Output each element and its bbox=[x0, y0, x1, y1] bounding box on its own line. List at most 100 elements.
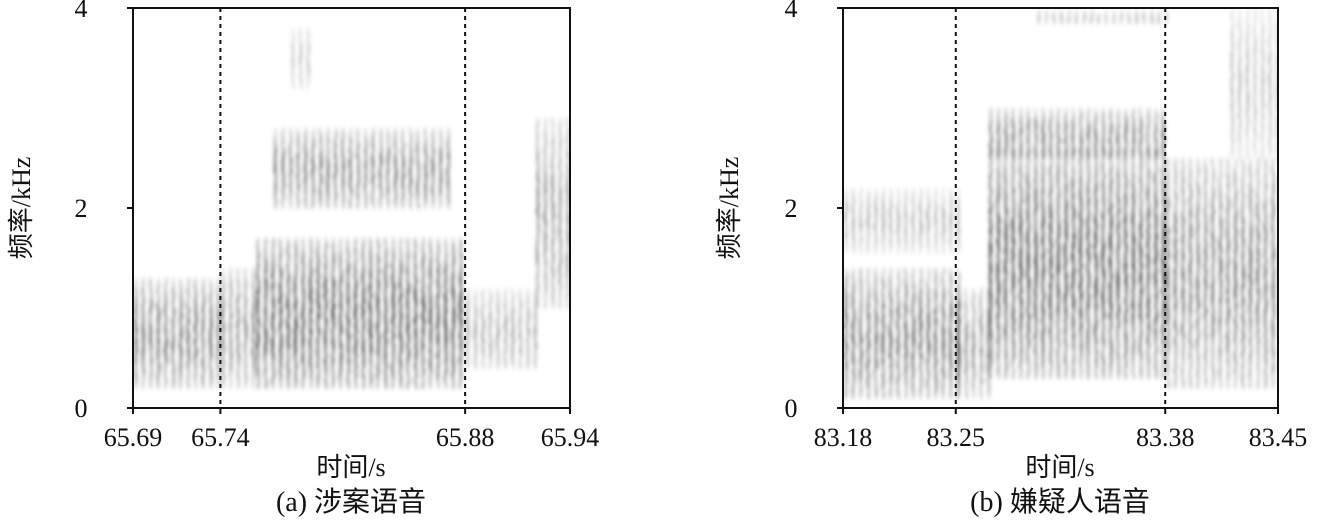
spectrogram-cell bbox=[1078, 108, 1083, 114]
spectrogram-cell bbox=[338, 318, 343, 324]
spectrogram-cell bbox=[1196, 358, 1201, 364]
spectrogram-cell bbox=[384, 383, 389, 389]
spectrogram-cell bbox=[956, 388, 961, 394]
spectrogram-cell bbox=[324, 318, 329, 324]
spectrogram-cell bbox=[526, 318, 531, 324]
spectrogram-cell bbox=[971, 358, 976, 364]
spectrogram-cell bbox=[1196, 298, 1201, 304]
spectrogram-cell bbox=[542, 158, 547, 164]
spectrogram-cell bbox=[1018, 108, 1023, 114]
spectrogram-cell bbox=[1211, 313, 1216, 319]
spectrogram-cell bbox=[156, 323, 161, 329]
spectrogram-cell bbox=[1086, 163, 1091, 169]
spectrogram-cell bbox=[1101, 223, 1106, 229]
spectrogram-cell bbox=[525, 338, 530, 344]
spectrogram-cell bbox=[1240, 208, 1245, 214]
spectrogram-cell bbox=[496, 328, 501, 334]
spectrogram-cell bbox=[1240, 328, 1245, 334]
spectrogram-cell bbox=[988, 208, 993, 214]
spectrogram-cell bbox=[1138, 173, 1143, 179]
spectrogram-cell bbox=[1138, 313, 1143, 319]
spectrogram-cell bbox=[1255, 313, 1260, 319]
spectrogram-cell bbox=[1056, 193, 1061, 199]
spectrogram-cell bbox=[504, 343, 509, 349]
spectrogram-cell bbox=[858, 383, 863, 389]
spectrogram-cell bbox=[1063, 193, 1068, 199]
spectrogram-cell bbox=[996, 343, 1001, 349]
spectrogram-cell bbox=[873, 198, 878, 204]
spectrogram-cell bbox=[1078, 148, 1083, 154]
spectrogram-cell bbox=[1278, 308, 1282, 314]
spectrogram-cell bbox=[1100, 213, 1105, 219]
spectrogram-cell bbox=[1173, 208, 1178, 214]
spectrogram-cell bbox=[201, 283, 206, 289]
spectrogram-cell bbox=[1059, 8, 1064, 14]
spectrogram-cell bbox=[1232, 258, 1237, 264]
spectrogram-cell bbox=[1161, 353, 1166, 359]
spectrogram-cell bbox=[1036, 8, 1041, 14]
spectrogram-cell bbox=[1264, 363, 1269, 369]
spectrogram-cell bbox=[926, 288, 931, 294]
spectrogram-cell bbox=[289, 133, 294, 139]
spectrogram-cell bbox=[933, 373, 938, 379]
spectrogram-cell bbox=[279, 318, 284, 324]
spectrogram-cell bbox=[535, 303, 540, 309]
spectrogram-cell bbox=[1230, 148, 1235, 154]
spectrogram-cell bbox=[406, 353, 411, 359]
spectrogram-cell bbox=[1116, 188, 1121, 194]
spectrogram-cell bbox=[1218, 268, 1223, 274]
spectrogram-cell bbox=[874, 213, 879, 219]
spectrogram-cell bbox=[1161, 343, 1166, 349]
spectrogram-cell bbox=[348, 183, 353, 189]
spectrogram-cell bbox=[1154, 168, 1159, 174]
spectrogram-cell bbox=[430, 143, 435, 149]
spectrogram-cell bbox=[1256, 338, 1261, 344]
spectrogram-cell bbox=[1138, 228, 1143, 234]
spectrogram-cell bbox=[1078, 158, 1083, 164]
spectrogram-cell bbox=[435, 338, 440, 344]
spectrogram-cell bbox=[566, 168, 570, 174]
spectrogram-cell bbox=[209, 318, 214, 324]
spectrogram-cell bbox=[360, 273, 365, 279]
spectrogram-cell bbox=[298, 48, 303, 54]
spectrogram-cell bbox=[1255, 213, 1260, 219]
spectrogram-cell bbox=[888, 348, 893, 354]
spectrogram-cell bbox=[1218, 193, 1223, 199]
spectrogram-cell bbox=[1048, 213, 1053, 219]
spectrogram-cell bbox=[903, 243, 908, 249]
spectrogram-cell bbox=[458, 378, 463, 384]
spectrogram-cell bbox=[1180, 273, 1185, 279]
spectrogram-cell bbox=[148, 283, 153, 289]
spectrogram-cell bbox=[1033, 313, 1038, 319]
spectrogram-cell bbox=[1025, 153, 1030, 159]
spectrogram-cell bbox=[278, 363, 283, 369]
spectrogram-cell bbox=[1139, 153, 1144, 159]
spectrogram-cell bbox=[178, 293, 183, 299]
spectrogram-cell bbox=[1218, 333, 1223, 339]
spectrogram-cell bbox=[1195, 238, 1200, 244]
spectrogram-cell bbox=[1094, 223, 1099, 229]
spectrogram-cell bbox=[1026, 118, 1031, 124]
spectrogram-cell bbox=[178, 283, 183, 289]
spectrogram-cell bbox=[345, 278, 350, 284]
spectrogram-cell bbox=[303, 173, 308, 179]
spectrogram-cell bbox=[1041, 293, 1046, 299]
spectrogram-cell bbox=[1056, 123, 1061, 129]
spectrogram-cell bbox=[881, 378, 886, 384]
spectrogram-cell bbox=[303, 178, 308, 184]
spectrogram-cell bbox=[293, 258, 298, 264]
spectrogram-cell bbox=[1145, 243, 1150, 249]
spectrogram-cell bbox=[1246, 93, 1251, 99]
spectrogram-cell bbox=[443, 333, 448, 339]
spectrogram-cell bbox=[420, 288, 425, 294]
spectrogram-cell bbox=[1195, 213, 1200, 219]
spectrogram-cell bbox=[989, 343, 994, 349]
spectrogram-cell bbox=[294, 263, 299, 269]
spectrogram-cell bbox=[1033, 148, 1038, 154]
spectrogram-cell bbox=[1004, 143, 1009, 149]
spectrogram-cell bbox=[1010, 248, 1015, 254]
spectrogram-cell bbox=[1085, 288, 1090, 294]
spectrogram-cell bbox=[315, 383, 320, 389]
spectrogram-cell bbox=[1131, 233, 1136, 239]
spectrogram-cell bbox=[331, 288, 336, 294]
